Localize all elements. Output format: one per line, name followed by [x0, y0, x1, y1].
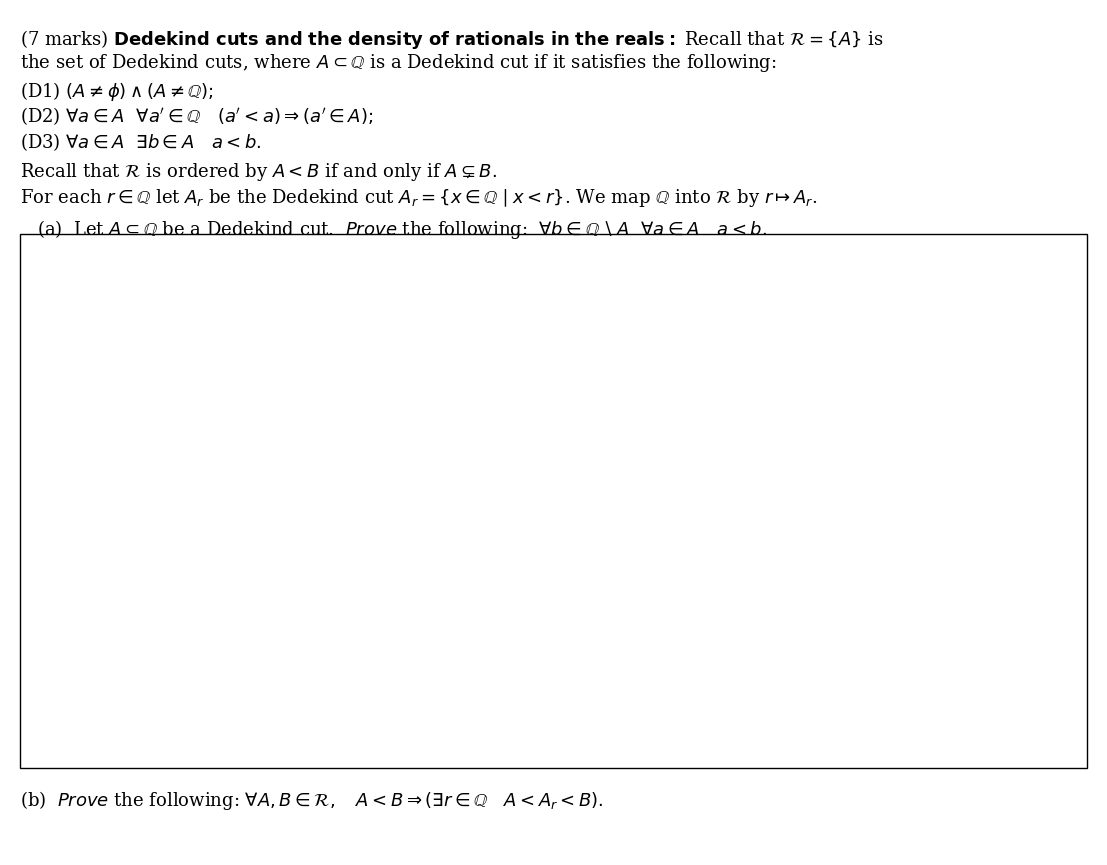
- Text: (D3) $\forall a \in A \ \ \exists b \in A \quad a < b.$: (D3) $\forall a \in A \ \ \exists b \in …: [20, 131, 261, 153]
- Text: For each $r \in \mathbb{Q}$ let $A_r$ be the Dedekind cut $A_r = \{x \in \mathbb: For each $r \in \mathbb{Q}$ let $A_r$ be…: [20, 187, 818, 208]
- Text: (a)  Let $A \subset \mathbb{Q}$ be a Dedekind cut.  $\mathit{Prove}$ the followi: (a) Let $A \subset \mathbb{Q}$ be a Dede…: [37, 218, 766, 241]
- Text: (D1) $(A \neq \phi) \wedge (A \neq \mathbb{Q});$: (D1) $(A \neq \phi) \wedge (A \neq \math…: [20, 80, 214, 103]
- Text: the set of Dedekind cuts, where $A \subset \mathbb{Q}$ is a Dedekind cut if it s: the set of Dedekind cuts, where $A \subs…: [20, 52, 776, 74]
- Text: (b)  $\mathit{Prove}$ the following: $\forall A, B \in \mathcal{R}, \quad A < B : (b) $\mathit{Prove}$ the following: $\fo…: [20, 789, 603, 812]
- Text: Recall that $\mathcal{R}$ is ordered by $A < B$ if and only if $A \subsetneq B.$: Recall that $\mathcal{R}$ is ordered by …: [20, 161, 497, 183]
- Text: (D2) $\forall a \in A \ \ \forall a' \in \mathbb{Q} \quad (a' < a) \Rightarrow (: (D2) $\forall a \in A \ \ \forall a' \in…: [20, 106, 373, 127]
- Text: (7 marks) $\mathbf{Dedekind\ cuts\ and\ the\ density\ of\ rationals\ in\ the\ re: (7 marks) $\mathbf{Dedekind\ cuts\ and\ …: [20, 28, 883, 51]
